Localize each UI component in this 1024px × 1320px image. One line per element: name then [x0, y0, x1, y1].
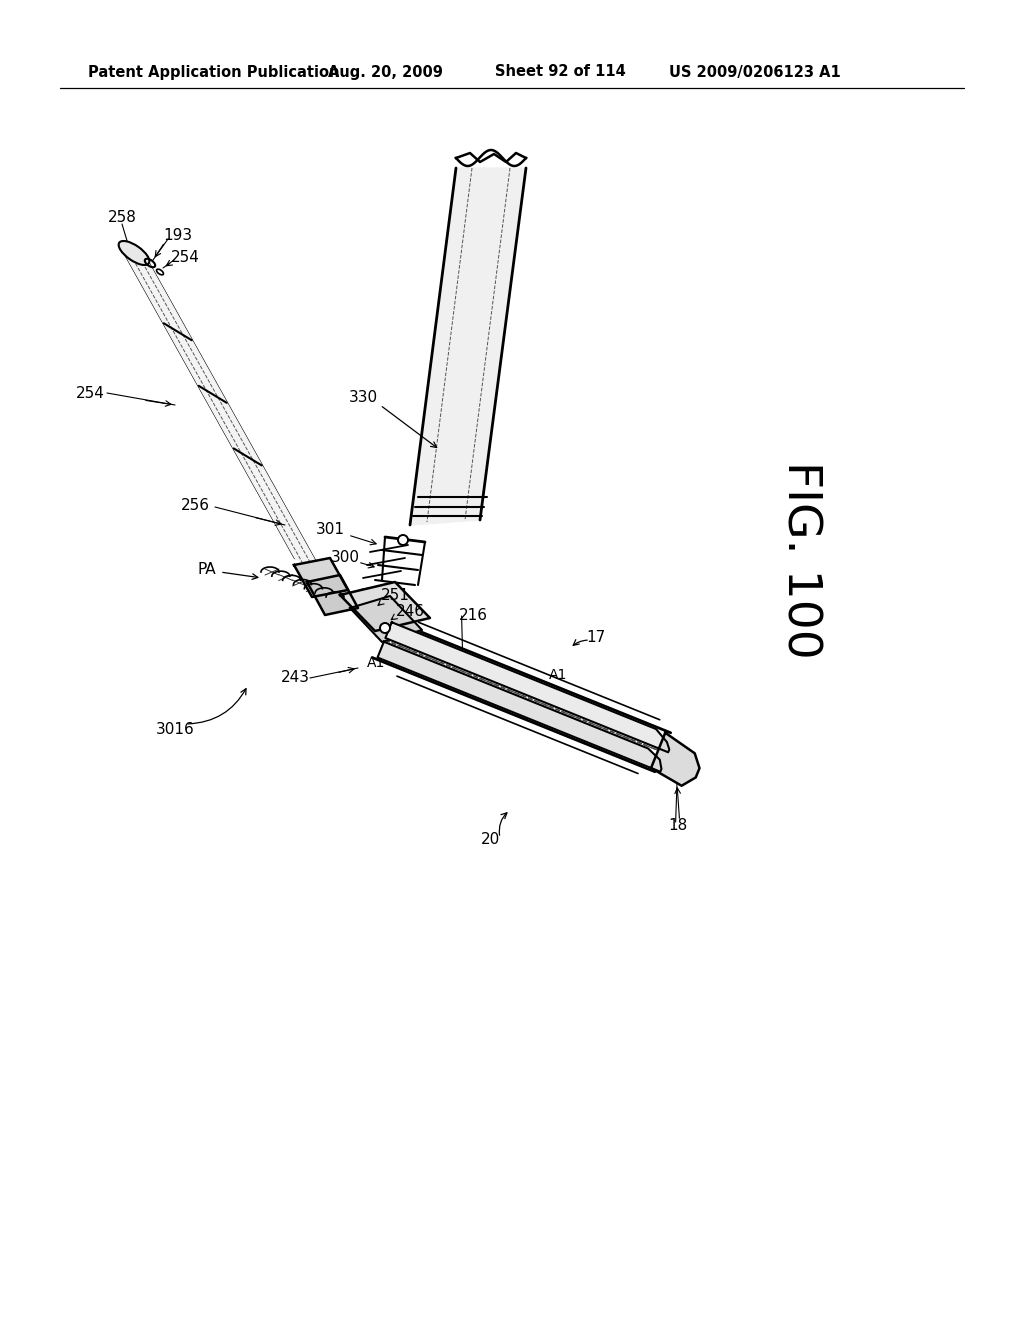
- Text: A1: A1: [549, 668, 567, 681]
- Text: US 2009/0206123 A1: US 2009/0206123 A1: [669, 65, 841, 79]
- Polygon shape: [410, 168, 526, 525]
- Circle shape: [380, 623, 390, 634]
- Text: 256: 256: [180, 498, 210, 512]
- Polygon shape: [385, 622, 670, 752]
- Text: 246: 246: [395, 605, 425, 619]
- Text: PA: PA: [198, 561, 216, 577]
- Text: 254: 254: [171, 251, 200, 265]
- Text: A1: A1: [367, 656, 385, 671]
- Ellipse shape: [119, 242, 150, 265]
- Polygon shape: [340, 582, 430, 631]
- Polygon shape: [307, 576, 358, 615]
- Text: Patent Application Publication: Patent Application Publication: [88, 65, 340, 79]
- Polygon shape: [120, 246, 323, 576]
- Polygon shape: [350, 597, 422, 642]
- Text: 243: 243: [281, 671, 309, 685]
- Text: 300: 300: [331, 550, 359, 565]
- Text: 17: 17: [587, 630, 605, 644]
- Text: FIG. 100: FIG. 100: [777, 461, 822, 659]
- Text: 193: 193: [164, 227, 193, 243]
- Text: 18: 18: [668, 817, 687, 833]
- Text: Aug. 20, 2009: Aug. 20, 2009: [328, 65, 442, 79]
- Text: 20: 20: [480, 833, 500, 847]
- Text: 254: 254: [76, 385, 104, 400]
- Polygon shape: [378, 642, 662, 772]
- Text: 258: 258: [108, 210, 136, 226]
- Circle shape: [398, 535, 408, 545]
- Text: 216: 216: [459, 609, 488, 623]
- Text: Sheet 92 of 114: Sheet 92 of 114: [495, 65, 626, 79]
- Text: 301: 301: [315, 523, 344, 537]
- Polygon shape: [651, 733, 699, 785]
- Text: 251: 251: [381, 587, 410, 602]
- Text: 3016: 3016: [156, 722, 195, 738]
- Polygon shape: [294, 558, 348, 597]
- Text: 330: 330: [348, 391, 378, 405]
